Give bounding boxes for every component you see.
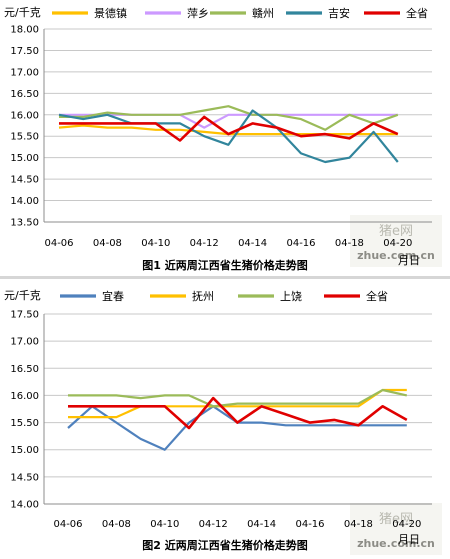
x-tick-label: 04-10 (150, 519, 179, 530)
x-tick-label: 04-06 (44, 238, 73, 249)
x-tick-label: 04-18 (344, 519, 373, 530)
y-tick-label: 16.50 (10, 89, 39, 100)
x-tick-label: 04-18 (335, 238, 364, 249)
y-tick-label: 14.50 (10, 175, 39, 186)
legend-label: 全省 (366, 289, 388, 303)
chart-title: 图1 近两周江西省生猪价格走势图 (142, 258, 307, 272)
x-tick-label: 04-08 (93, 238, 122, 249)
y-tick-label: 15.50 (10, 418, 39, 429)
x-tick-label: 04-12 (190, 238, 219, 249)
x-tick-label: 04-20 (383, 238, 412, 249)
x-tick-label: 04-16 (295, 519, 324, 530)
y-tick-label: 18.00 (10, 25, 39, 36)
y-tick-label: 15.50 (10, 132, 39, 143)
y-tick-label: 16.00 (10, 391, 39, 402)
legend-label: 赣州 (252, 6, 274, 20)
y-tick-label: 15.00 (10, 153, 39, 164)
x-tick-label: 04-20 (392, 519, 421, 530)
y-tick-label: 14.00 (10, 500, 39, 511)
legend-label: 全省 (406, 6, 428, 20)
legend-label: 宜春 (102, 289, 124, 303)
y-tick-label: 14.00 (10, 196, 39, 207)
y-axis-label: 元/千克 (4, 289, 41, 302)
x-tick-label: 04-14 (238, 238, 267, 249)
y-tick-label: 17.50 (10, 310, 39, 321)
legend-label: 抚州 (192, 289, 214, 303)
legend-label: 吉安 (328, 6, 350, 20)
series-line (67, 405, 407, 451)
y-tick-label: 17.50 (10, 46, 39, 57)
watermark-background (350, 215, 442, 267)
series-line (59, 115, 399, 142)
legend-label: 上饶 (280, 290, 302, 303)
watermark-logo: 猪e网 (379, 224, 413, 239)
chart-divider (0, 276, 450, 279)
x-axis-label: 月日 (398, 254, 420, 267)
y-tick-label: 13.50 (10, 218, 39, 229)
watermark-background (350, 503, 442, 555)
chart-1: 猪e网 zhue.com.cn 元/千克 13.50 14.00 14.50 15.00 15… (4, 6, 442, 272)
x-tick-label: 04-10 (141, 238, 170, 249)
y-tick-label: 16.00 (10, 110, 39, 121)
x-axis-label: 月日 (398, 533, 420, 546)
y-axis-label: 元/千克 (4, 6, 41, 19)
y-tick-label: 17.00 (10, 67, 39, 78)
series-line (58, 109, 399, 164)
series-line (68, 388, 408, 408)
y-tick-label: 14.50 (10, 472, 39, 483)
watermark-logo: 猪e网 (379, 512, 413, 527)
series-line (68, 396, 408, 430)
x-tick-label: 04-12 (199, 519, 228, 530)
series-line (59, 105, 399, 131)
chart-2: 猪e网 zhue.com.cn 元/千克 14.00 14.50 15.00 15.50 16… (4, 289, 442, 555)
x-tick-label: 04-14 (247, 519, 276, 530)
legend-label: 景德镇 (94, 6, 127, 20)
x-tick-label: 04-06 (53, 519, 82, 530)
x-tick-label: 04-16 (286, 238, 315, 249)
series-line (68, 388, 407, 419)
watermark-site: zhue.com.cn (357, 249, 435, 262)
chart-title: 图2 近两周江西省生猪价格走势图 (142, 538, 307, 552)
legend-label: 萍乡 (187, 7, 209, 20)
watermark-site: zhue.com.cn (357, 537, 435, 550)
y-tick-label: 17.00 (10, 337, 39, 348)
y-tick-label: 15.00 (10, 445, 39, 456)
series-line (59, 113, 398, 129)
x-tick-label: 04-08 (102, 519, 131, 530)
y-tick-label: 16.50 (10, 364, 39, 375)
